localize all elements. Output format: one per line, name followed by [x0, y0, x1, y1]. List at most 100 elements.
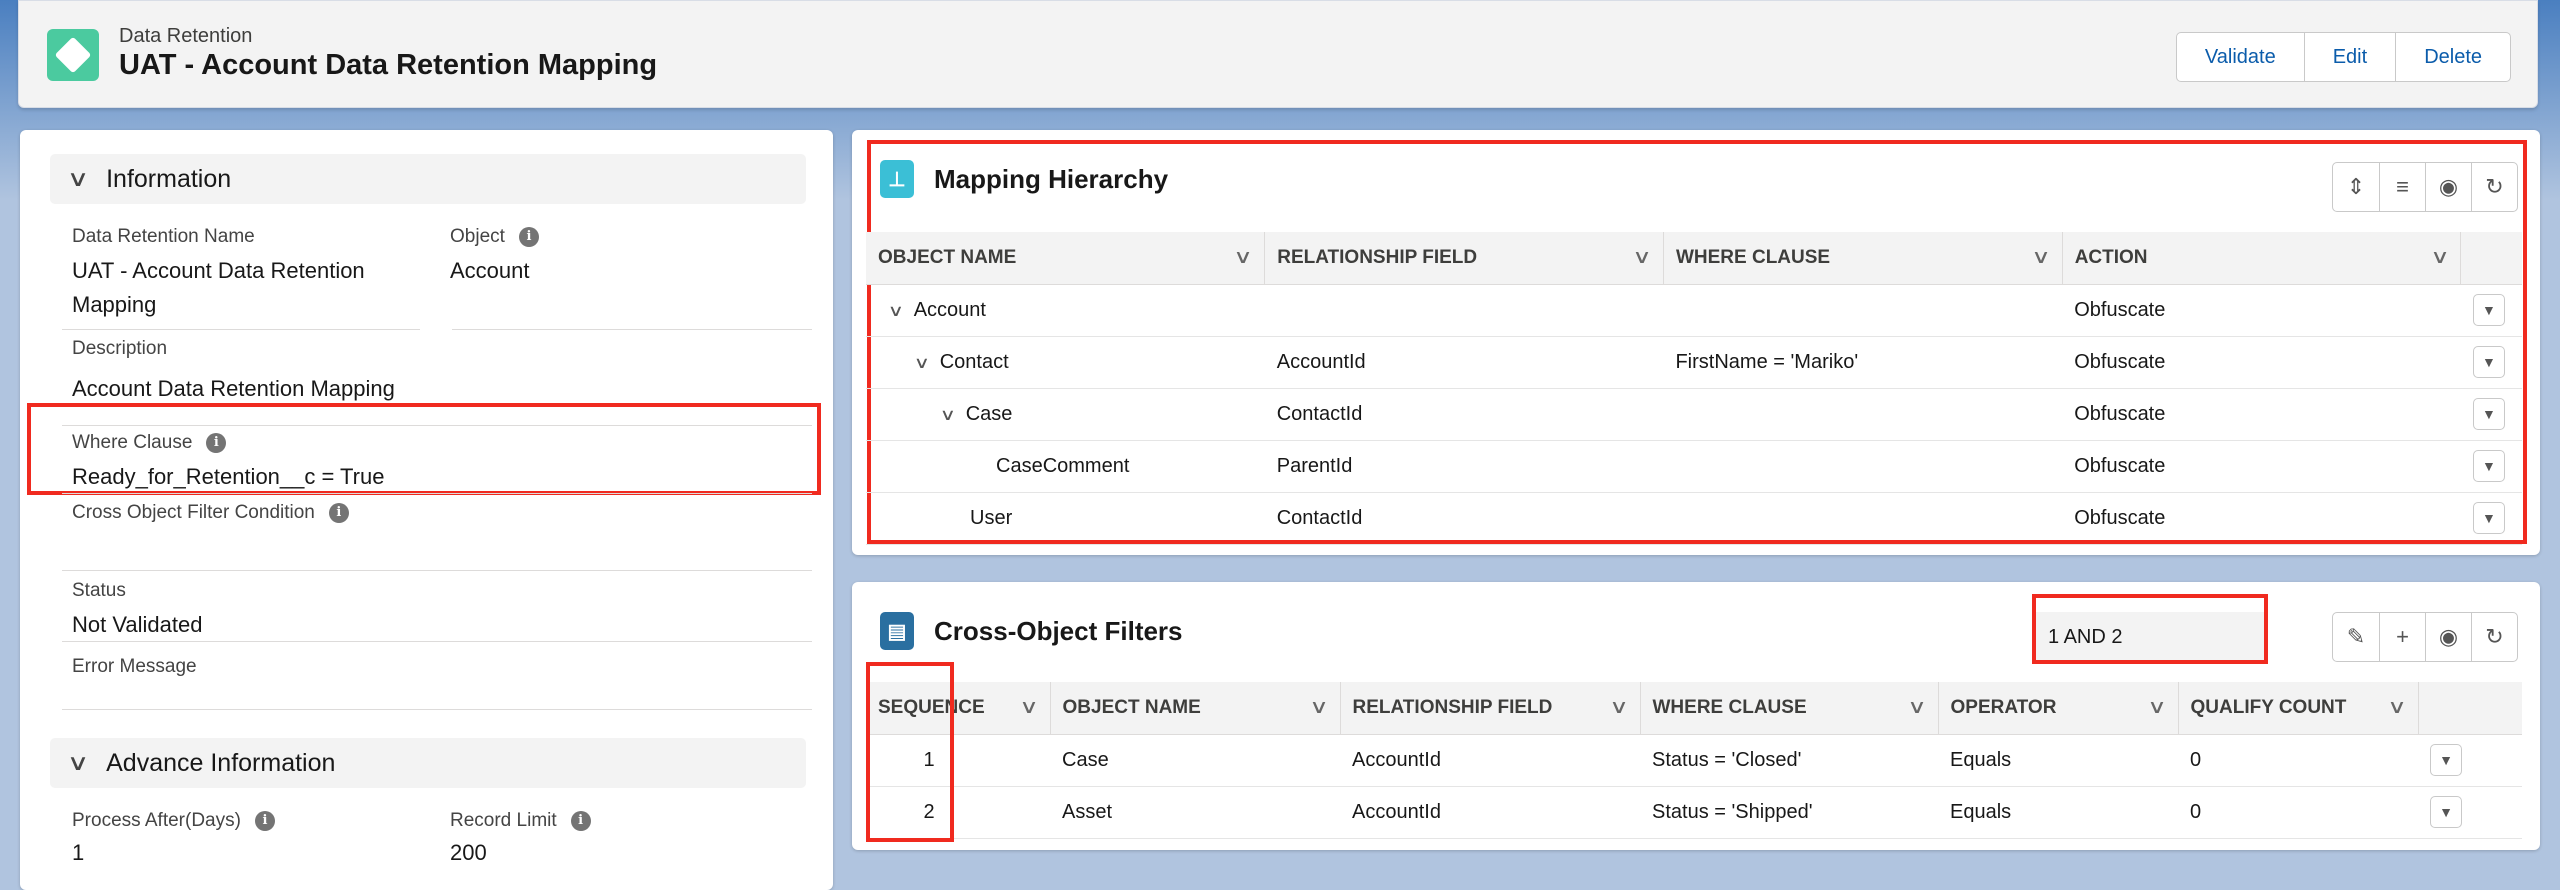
card-title: Mapping Hierarchy	[934, 163, 1169, 194]
object-name-cell: ∨ Contact	[866, 336, 1265, 389]
row-menu-dropdown-icon[interactable]: ▼	[2430, 744, 2462, 776]
record-header: Data Retention UAT - Account Data Retent…	[18, 0, 2538, 108]
refresh-icon[interactable]: ↻	[2471, 163, 2517, 211]
info-icon[interactable]: i	[328, 503, 349, 523]
seq-cell: 1	[866, 734, 1050, 787]
object-name: Account	[913, 298, 986, 321]
where-cell: FirstName = 'Mariko'	[1663, 336, 2063, 389]
action-cell: Obfuscate	[2062, 440, 2461, 493]
row-menu-dropdown-icon[interactable]: ▼	[2472, 346, 2505, 378]
field-value: Not Validated	[72, 612, 203, 637]
edit-button[interactable]: Edit	[2303, 33, 2395, 81]
row-menu-dropdown-icon[interactable]: ▼	[2472, 294, 2505, 326]
eye-icon[interactable]: ◉	[2425, 163, 2471, 211]
info-icon[interactable]: i	[206, 433, 227, 453]
expand-all-icon[interactable]: ⇕	[2346, 174, 2366, 199]
field-cell	[1264, 284, 1664, 337]
field-cell: AccountId	[1340, 734, 1640, 787]
object-name-cell: User	[866, 492, 1265, 545]
field-label: Object	[450, 226, 505, 247]
validate-button[interactable]: Validate	[2177, 33, 2304, 81]
column-label: OBJECT NAME	[1062, 696, 1201, 718]
chevron-down-icon[interactable]: ∨	[887, 302, 905, 320]
column-header[interactable]: WHERE CLAUSE ∨	[1663, 232, 2063, 285]
field-cell: ContactId	[1264, 388, 1664, 441]
refresh-icon[interactable]: ↻	[2471, 613, 2517, 661]
row-menu-dropdown-icon[interactable]: ▼	[2472, 502, 2505, 534]
sort-chevron-icon[interactable]: ∨	[1608, 697, 1629, 718]
field-value: Account Data Retention Mapping	[72, 376, 395, 401]
sort-chevron-icon[interactable]: ∨	[1906, 697, 1927, 718]
field-label: Data Retention Name	[72, 226, 255, 247]
sort-chevron-icon[interactable]: ∨	[1308, 697, 1329, 718]
chevron-down-icon[interactable]: ∨	[913, 354, 931, 372]
where-cell: Status = 'Closed'	[1640, 734, 1938, 787]
mapping-hierarchy-card: ⊥ Mapping Hierarchy ⇕ ≡ ◉ ↻ OBJECT NAME ∨ R…	[852, 130, 2540, 555]
field-label: Record Limit	[450, 810, 557, 831]
field-object: Object i Account	[450, 226, 539, 288]
where-cell: Status = 'Shipped'	[1640, 786, 1938, 839]
column-header[interactable]: OPERATOR ∨	[1938, 682, 2179, 735]
field-cross-object-filter-condition: Cross Object Filter Condition i	[72, 502, 349, 536]
column-header[interactable]: ACTION ∨	[2062, 232, 2462, 285]
seq-cell: 2	[866, 786, 1050, 839]
column-label: WHERE CLAUSE	[1652, 696, 1807, 718]
info-icon[interactable]: i	[570, 811, 591, 831]
edit-icon[interactable]: ✎	[2346, 624, 2366, 649]
diamond-icon	[47, 29, 99, 81]
section-title: Information	[106, 164, 232, 193]
column-label: WHERE CLAUSE	[1675, 246, 1831, 268]
filter-logic-field[interactable]: 1 AND 2	[2036, 612, 2264, 662]
column-header[interactable]: OBJECT NAME ∨	[866, 232, 1266, 285]
column-header[interactable]: QUALIFY COUNT ∨	[2178, 682, 2419, 735]
sort-chevron-icon[interactable]: ∨	[2429, 247, 2450, 268]
card-title: Cross-Object Filters	[934, 615, 1183, 646]
row-actions-cell: ▼	[2418, 734, 2522, 787]
column-label: SEQUENCE	[878, 696, 985, 718]
field-value: 200	[450, 840, 487, 865]
row-menu-dropdown-icon[interactable]: ▼	[2430, 796, 2462, 828]
row-actions-cell: ▼	[2460, 492, 2522, 545]
collapse-all-icon[interactable]: ≡	[2379, 163, 2425, 211]
delete-button[interactable]: Delete	[2395, 33, 2510, 81]
information-section-header[interactable]: ∨ Information	[50, 154, 806, 204]
row-actions-cell: ▼	[2460, 440, 2522, 493]
action-cell: Obfuscate	[2062, 388, 2461, 441]
eye-icon[interactable]: ◉	[2425, 613, 2471, 661]
count-cell: 0	[2178, 734, 2418, 787]
field-cell: AccountId	[1264, 336, 1664, 389]
field-label: Cross Object Filter Condition	[72, 502, 315, 523]
field-value: Account	[450, 258, 530, 283]
section-title: Advance Information	[106, 748, 336, 777]
object-name-cell: ∨ Case	[866, 388, 1265, 441]
where-cell	[1663, 440, 2063, 493]
sort-chevron-icon[interactable]: ∨	[2386, 697, 2407, 718]
highlight-box	[2032, 594, 2268, 664]
sort-chevron-icon[interactable]: ∨	[2146, 697, 2167, 718]
field-value: UAT - Account Data Retention Mapping	[72, 258, 365, 317]
clipboard-icon: ▤	[880, 612, 914, 650]
column-header[interactable]: RELATIONSHIP FIELD ∨	[1340, 682, 1641, 735]
info-icon[interactable]: i	[254, 811, 275, 831]
row-menu-dropdown-icon[interactable]: ▼	[2472, 450, 2505, 482]
row-menu-dropdown-icon[interactable]: ▼	[2472, 398, 2505, 430]
advance-section-header[interactable]: ∨ Advance Information	[50, 738, 806, 788]
column-header[interactable]: WHERE CLAUSE ∨	[1640, 682, 1939, 735]
object-cell: Asset	[1050, 786, 1340, 839]
info-icon[interactable]: i	[518, 227, 539, 247]
sort-chevron-icon[interactable]: ∨	[1233, 247, 1254, 268]
chevron-down-icon[interactable]: ∨	[939, 406, 957, 424]
action-cell: Obfuscate	[2062, 336, 2461, 389]
column-header[interactable]: SEQUENCE ∨	[866, 682, 1051, 735]
column-header[interactable]: RELATIONSHIP FIELD ∨	[1264, 232, 1664, 285]
chevron-down-icon: ∨	[66, 166, 90, 191]
row-actions-cell: ▼	[2460, 336, 2522, 389]
sort-chevron-icon[interactable]: ∨	[1632, 247, 1652, 268]
sort-chevron-icon[interactable]: ∨	[2030, 247, 2051, 268]
sort-chevron-icon[interactable]: ∨	[1018, 697, 1039, 718]
field-record-limit: Record Limit i 200	[450, 810, 591, 870]
object-name: User	[970, 506, 1013, 529]
add-icon[interactable]: +	[2379, 613, 2425, 661]
row-actions-cell: ▼	[2460, 284, 2522, 337]
column-header[interactable]: OBJECT NAME ∨	[1050, 682, 1341, 735]
